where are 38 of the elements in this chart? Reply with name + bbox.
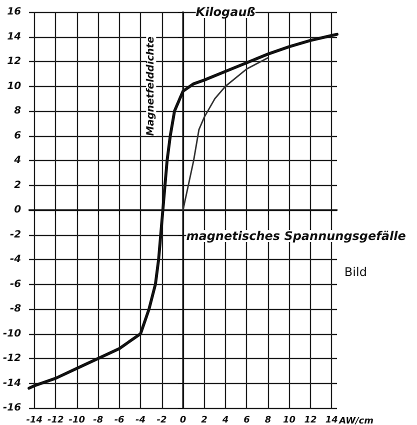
y-tick-label: -2 [10, 229, 22, 240]
x-tick-label: 6 [244, 416, 250, 425]
y-axis-title: Magnetfelddichte [146, 36, 157, 136]
y-tick-label: -6 [10, 278, 22, 290]
y-tick-label: -4 [10, 254, 22, 265]
y-tick-label: -12 [2, 353, 22, 364]
x-tick-label: -2 [156, 416, 167, 425]
x-tick-label: 8 [264, 416, 272, 425]
y-tick-label: 8 [14, 106, 22, 116]
x-axis-title: magnetisches Spannungsgefälle [186, 228, 406, 243]
x-tick-label: 10 [282, 416, 296, 425]
y-tick-label: 12 [7, 56, 22, 67]
x-tick-label: 2 [201, 416, 208, 425]
y-tick-label: 2 [14, 180, 22, 191]
x-tick-label: 4 [221, 416, 229, 425]
annotation: Kilogauß [196, 5, 256, 19]
y-tick-label: 10 [7, 80, 22, 92]
x-tick-label: -14 [26, 416, 43, 425]
y-tick-label: 16 [7, 6, 22, 18]
y-tick-label: -14 [2, 378, 22, 389]
line-series [182, 57, 269, 211]
y-tick-label: -10 [2, 328, 22, 340]
y-tick-label: -16 [2, 402, 22, 414]
x-tick-label: -4 [136, 416, 146, 425]
y-tick-label: 4 [13, 155, 22, 166]
x-tick-label: -8 [93, 416, 104, 425]
x-tick-label: -12 [47, 416, 64, 425]
text: AW/cm [338, 416, 374, 425]
y-tick-label: 0 [14, 204, 22, 216]
y-tick-label: 6 [14, 130, 22, 142]
text: Bild [344, 264, 367, 279]
x-tick-label: -6 [114, 416, 124, 425]
y-tick-label: -8 [10, 304, 22, 314]
x-tick-label: 14 [325, 416, 338, 425]
x-tick-label: -10 [68, 416, 85, 425]
x-tick-label: 12 [304, 416, 317, 425]
x-tick-label: 0 [180, 416, 186, 425]
y-tick-label: 14 [7, 31, 22, 42]
